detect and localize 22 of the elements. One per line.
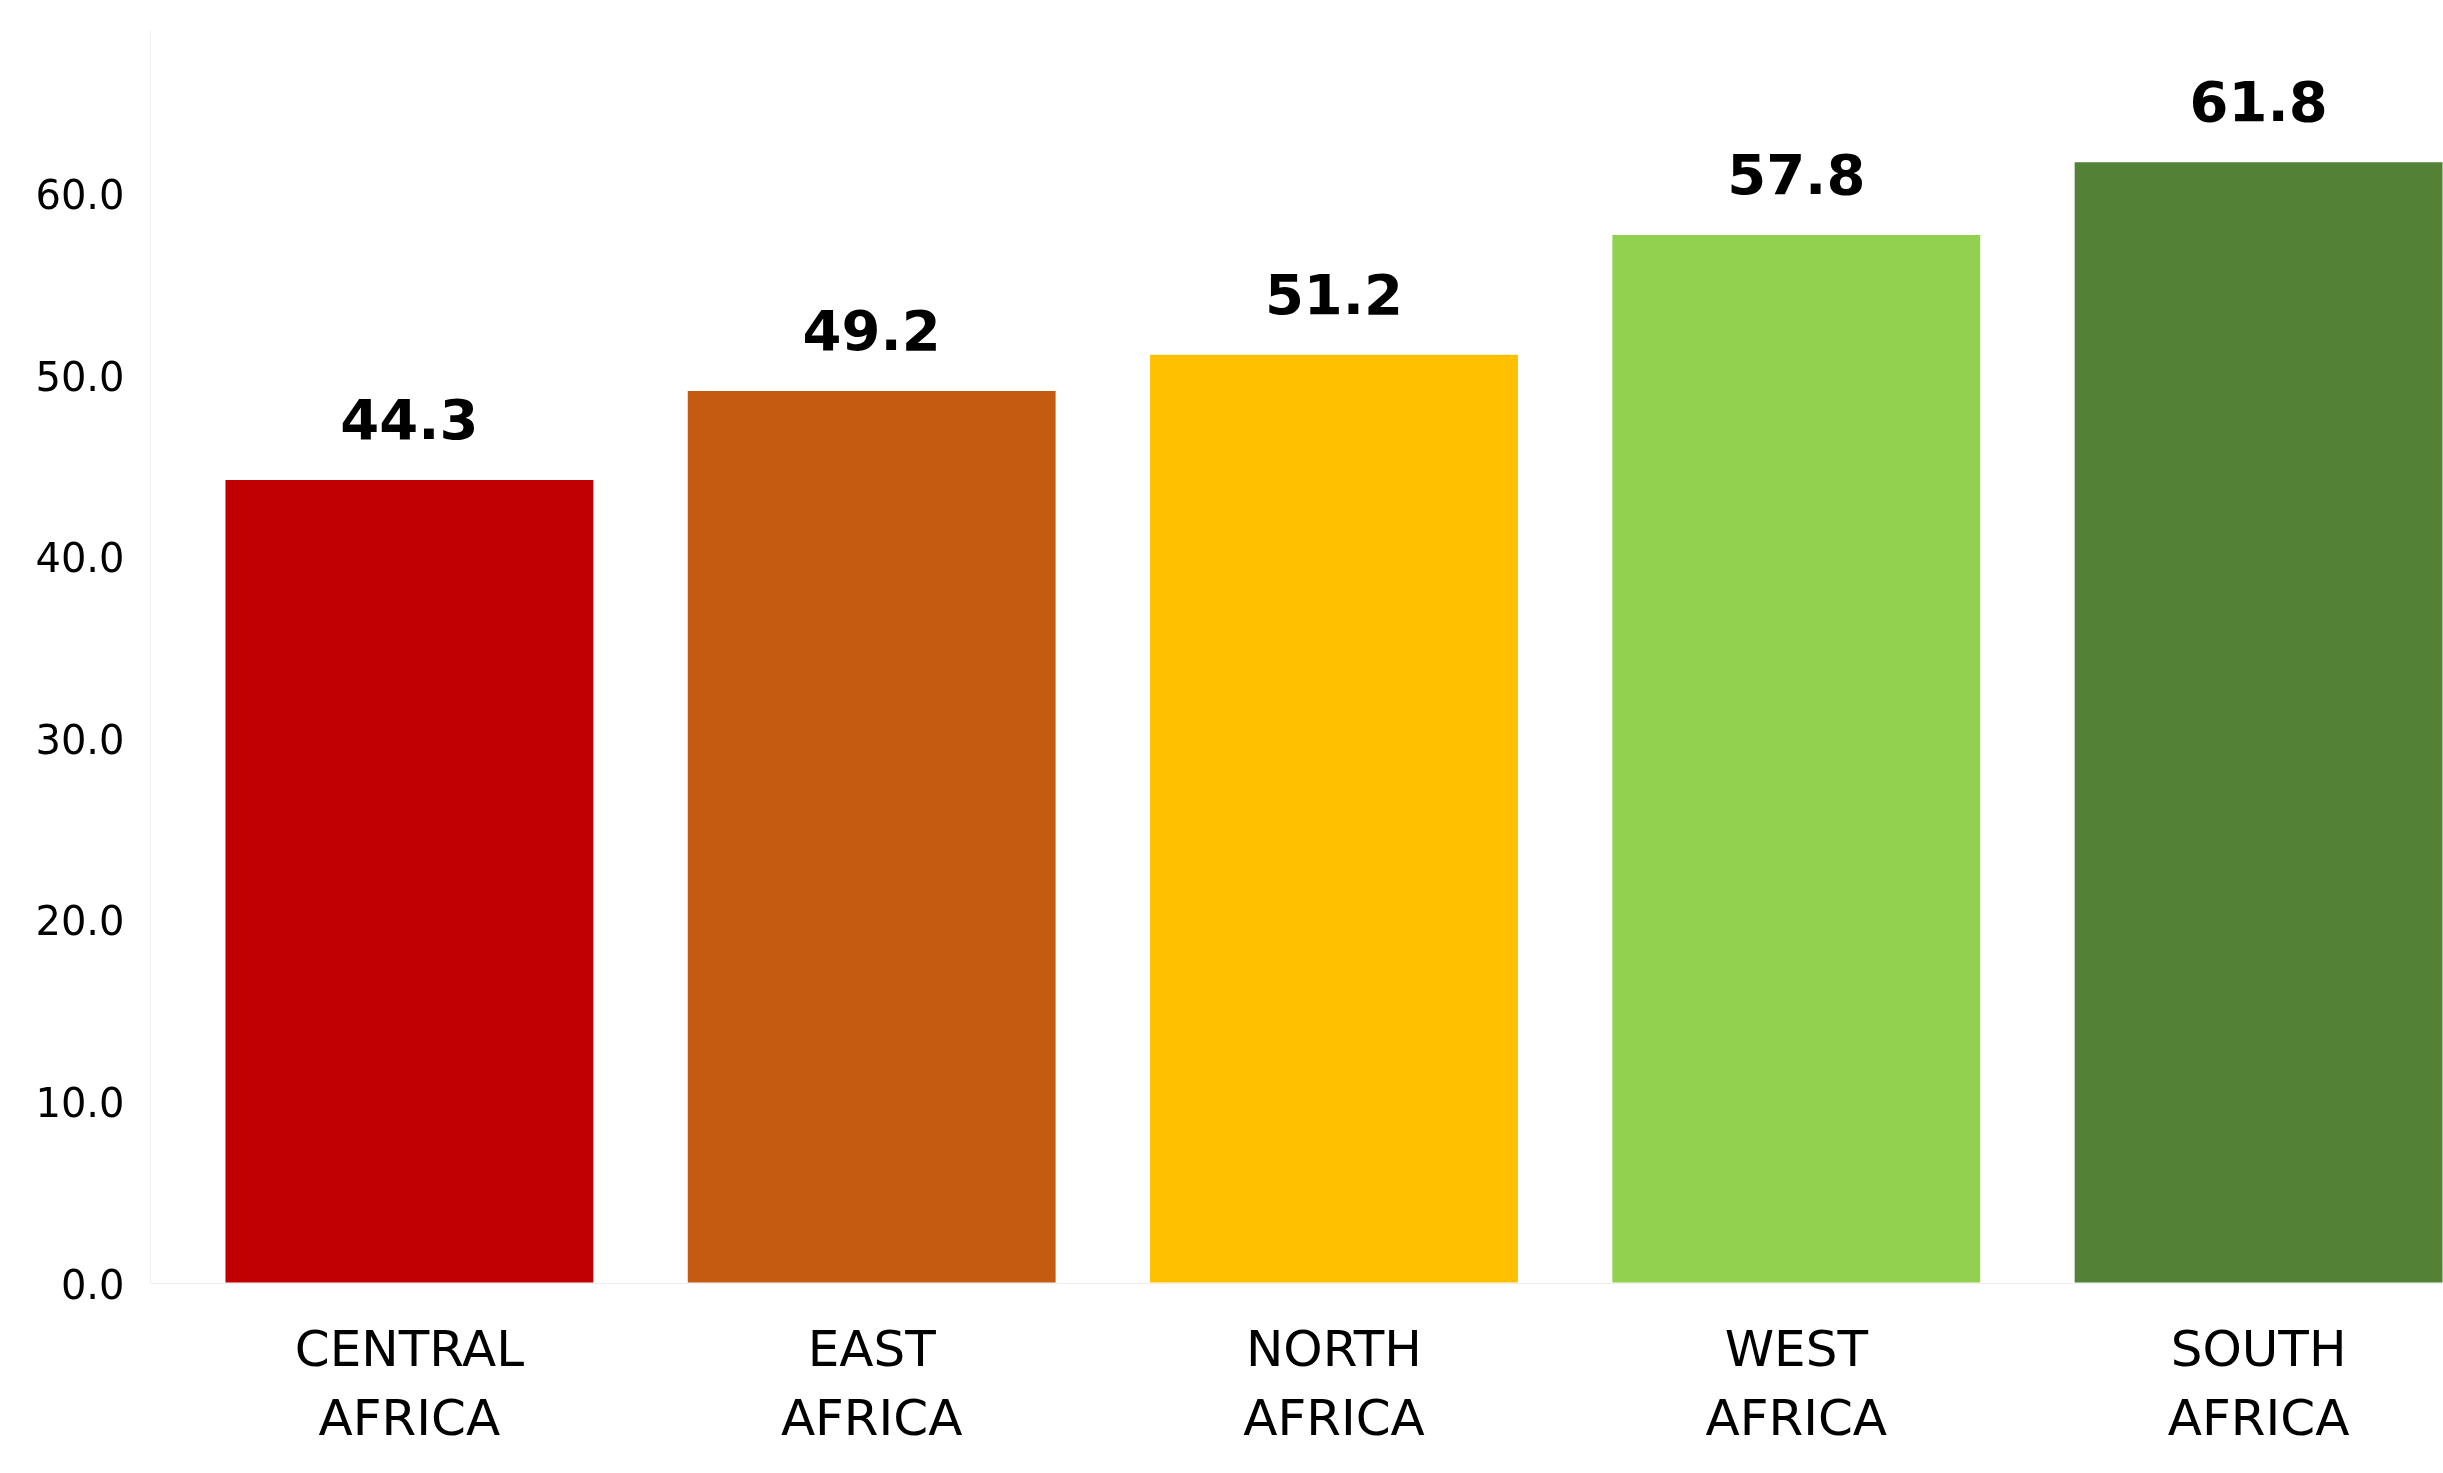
y-tick-label: 10.0 xyxy=(35,1079,125,1126)
x-tick-label: WEST AFRICA xyxy=(1705,1319,1888,1448)
x-tick-label: EAST AFRICA xyxy=(780,1319,963,1448)
y-tick-label: 50.0 xyxy=(35,353,125,400)
y-tick-label: 0.0 xyxy=(60,1261,125,1308)
data-label: 61.8 xyxy=(2189,69,2328,135)
x-tick-label: NORTH AFRICA xyxy=(1243,1319,1425,1448)
data-label: 44.3 xyxy=(340,387,479,453)
y-tick-label: 20.0 xyxy=(35,898,125,945)
x-tick-label: SOUTH AFRICA xyxy=(2167,1319,2350,1448)
y-tick-label: 60.0 xyxy=(35,171,125,218)
bar xyxy=(1148,352,1520,1284)
bar xyxy=(223,478,596,1284)
data-label: 49.2 xyxy=(802,298,941,364)
data-label: 57.8 xyxy=(1727,141,1866,207)
y-tick-label: 30.0 xyxy=(35,716,125,763)
y-tick-label: 40.0 xyxy=(35,535,125,582)
bar xyxy=(2072,160,2443,1284)
x-tick-label: CENTRAL AFRICA xyxy=(294,1319,525,1448)
bar xyxy=(1610,232,1983,1284)
bar xyxy=(685,389,1058,1284)
data-label: 51.2 xyxy=(1264,261,1404,327)
